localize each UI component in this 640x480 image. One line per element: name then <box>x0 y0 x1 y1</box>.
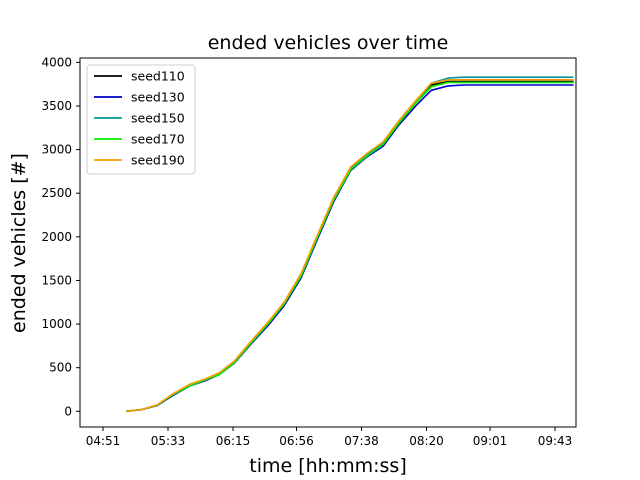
y-tick-label: 3500 <box>41 99 72 113</box>
legend-label-seed110: seed110 <box>131 69 185 84</box>
plot-frame <box>79 57 577 428</box>
y-tick-label: 1500 <box>41 273 72 287</box>
x-tick-label: 07:38 <box>344 434 379 448</box>
x-tick-label: 06:56 <box>279 434 314 448</box>
chart-title: ended vehicles over time <box>208 32 449 54</box>
legend-label-seed150: seed150 <box>131 111 185 126</box>
legend-label-seed190: seed190 <box>131 153 185 168</box>
y-tick-label: 0 <box>64 404 72 418</box>
x-axis-title: time [hh:mm:ss] <box>249 455 407 477</box>
x-tick-label: 05:33 <box>151 434 186 448</box>
y-tick-label: 2500 <box>41 186 72 200</box>
x-axis: 04:51 05:33 06:15 06:56 07:38 08:20 09:01 09:43 <box>86 427 573 448</box>
series-line-seed170 <box>126 81 574 413</box>
x-tick-label: 06:15 <box>216 434 251 448</box>
y-tick-label: 3000 <box>41 143 72 157</box>
x-tick-label: 04:51 <box>86 434 121 448</box>
legend-label-seed170: seed170 <box>131 132 185 147</box>
x-tick-label: 08:20 <box>409 434 444 448</box>
series-layer <box>126 76 574 413</box>
y-axis-title: ended vehicles [#] <box>8 153 30 333</box>
legend: seed110 seed130 seed150 seed170 seed190 <box>86 64 196 175</box>
y-axis: 0 500 1000 1500 2000 2500 3000 3500 4000 <box>41 55 80 418</box>
y-tick-label: 500 <box>49 361 72 375</box>
y-tick-label: 4000 <box>41 55 72 69</box>
x-tick-label: 09:01 <box>473 434 508 448</box>
series-line-seed190 <box>126 79 574 413</box>
legend-box <box>86 64 196 175</box>
y-tick-label: 2000 <box>41 230 72 244</box>
y-tick-label: 1000 <box>41 317 72 331</box>
legend-label-seed130: seed130 <box>131 90 185 105</box>
x-tick-label: 09:43 <box>538 434 573 448</box>
